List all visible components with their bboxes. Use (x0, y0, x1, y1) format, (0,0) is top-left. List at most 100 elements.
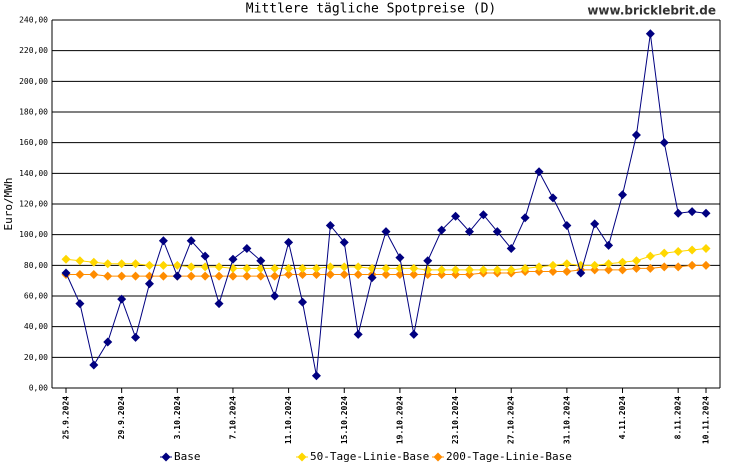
data-point (451, 265, 461, 275)
data-point (75, 299, 85, 309)
data-point (618, 190, 628, 200)
data-point (701, 208, 711, 218)
data-point (631, 263, 641, 273)
data-point (548, 266, 558, 276)
data-point (186, 262, 196, 272)
data-point (687, 260, 697, 270)
legend-marker (433, 452, 443, 462)
x-tick-label: 7.10.2024 (228, 396, 237, 440)
data-point (687, 207, 697, 217)
data-point (89, 270, 99, 280)
data-point (604, 240, 614, 250)
data-point (701, 260, 711, 270)
x-tick-label: 10.11.2024 (702, 396, 711, 444)
data-point (75, 256, 85, 266)
data-point (520, 213, 530, 223)
data-point (186, 236, 196, 246)
data-point (270, 271, 280, 281)
data-point (492, 265, 502, 275)
y-tick-label: 180,00 (19, 108, 48, 117)
data-point (339, 270, 349, 280)
data-point (381, 227, 391, 237)
legend-label: 200-Tage-Linie-Base (446, 450, 572, 463)
data-point (103, 271, 113, 281)
data-point (645, 29, 655, 39)
y-tick-label: 40,00 (24, 322, 48, 331)
data-point (423, 256, 433, 266)
data-point (325, 262, 335, 272)
legend-label: 50-Tage-Linie-Base (310, 450, 429, 463)
data-point (381, 263, 391, 273)
data-point (562, 259, 572, 269)
data-point (534, 262, 544, 272)
data-point (228, 254, 238, 264)
data-point (590, 265, 600, 275)
data-point (618, 265, 628, 275)
x-tick-label: 29.9.2024 (117, 396, 126, 440)
source: www.bricklebrit.de (587, 4, 716, 18)
data-point (242, 271, 252, 281)
y-tick-label: 80,00 (24, 261, 48, 270)
data-point (576, 268, 586, 278)
data-point (562, 266, 572, 276)
x-tick-label: 31.10.2024 (562, 396, 571, 444)
data-point (367, 273, 377, 283)
data-point (381, 270, 391, 280)
data-point (298, 263, 308, 273)
data-point (437, 270, 447, 280)
data-point (89, 360, 99, 370)
data-point (451, 211, 461, 221)
data-point (242, 243, 252, 253)
data-point (673, 262, 683, 272)
data-point (548, 260, 558, 270)
data-point (506, 265, 516, 275)
legend-marker (297, 452, 307, 462)
data-point (353, 329, 363, 339)
data-point (131, 259, 141, 269)
data-point (61, 268, 71, 278)
data-point (270, 263, 280, 273)
data-point (659, 248, 669, 258)
data-point (464, 227, 474, 237)
data-point (256, 271, 266, 281)
data-point (437, 265, 447, 275)
data-point (701, 243, 711, 253)
data-point (186, 271, 196, 281)
data-point (311, 371, 321, 381)
data-point (659, 262, 669, 272)
y-tick-label: 0,00 (29, 384, 48, 393)
data-point (590, 219, 600, 229)
data-point (478, 265, 488, 275)
x-tick-label: 25.9.2024 (62, 396, 71, 440)
data-point (659, 138, 669, 148)
data-point (158, 236, 168, 246)
y-axis-label: Euro/MWh (2, 178, 15, 231)
x-tick-label: 19.10.2024 (395, 396, 404, 444)
data-point (409, 329, 419, 339)
y-tick-label: 20,00 (24, 353, 48, 362)
data-point (284, 270, 294, 280)
data-point (89, 257, 99, 267)
data-point (492, 227, 502, 237)
y-tick-label: 160,00 (19, 138, 48, 147)
data-point (214, 262, 224, 272)
x-tick-label: 3.10.2024 (173, 396, 182, 440)
x-tick-label: 23.10.2024 (451, 396, 460, 444)
x-tick-label: 27.10.2024 (507, 396, 516, 444)
x-tick-label: 8.11.2024 (674, 396, 683, 440)
data-point (353, 262, 363, 272)
y-tick-label: 220,00 (19, 46, 48, 55)
data-point (298, 297, 308, 307)
data-point (409, 263, 419, 273)
data-point (61, 254, 71, 264)
data-point (311, 263, 321, 273)
data-point (158, 260, 168, 270)
data-point (131, 271, 141, 281)
data-point (284, 237, 294, 247)
y-tick-label: 240,00 (19, 16, 48, 25)
data-point (548, 193, 558, 203)
data-point (604, 265, 614, 275)
data-point (172, 271, 182, 281)
chart-title: Mittlere tägliche Spotpreise (D) (246, 2, 496, 17)
data-point (117, 271, 127, 281)
